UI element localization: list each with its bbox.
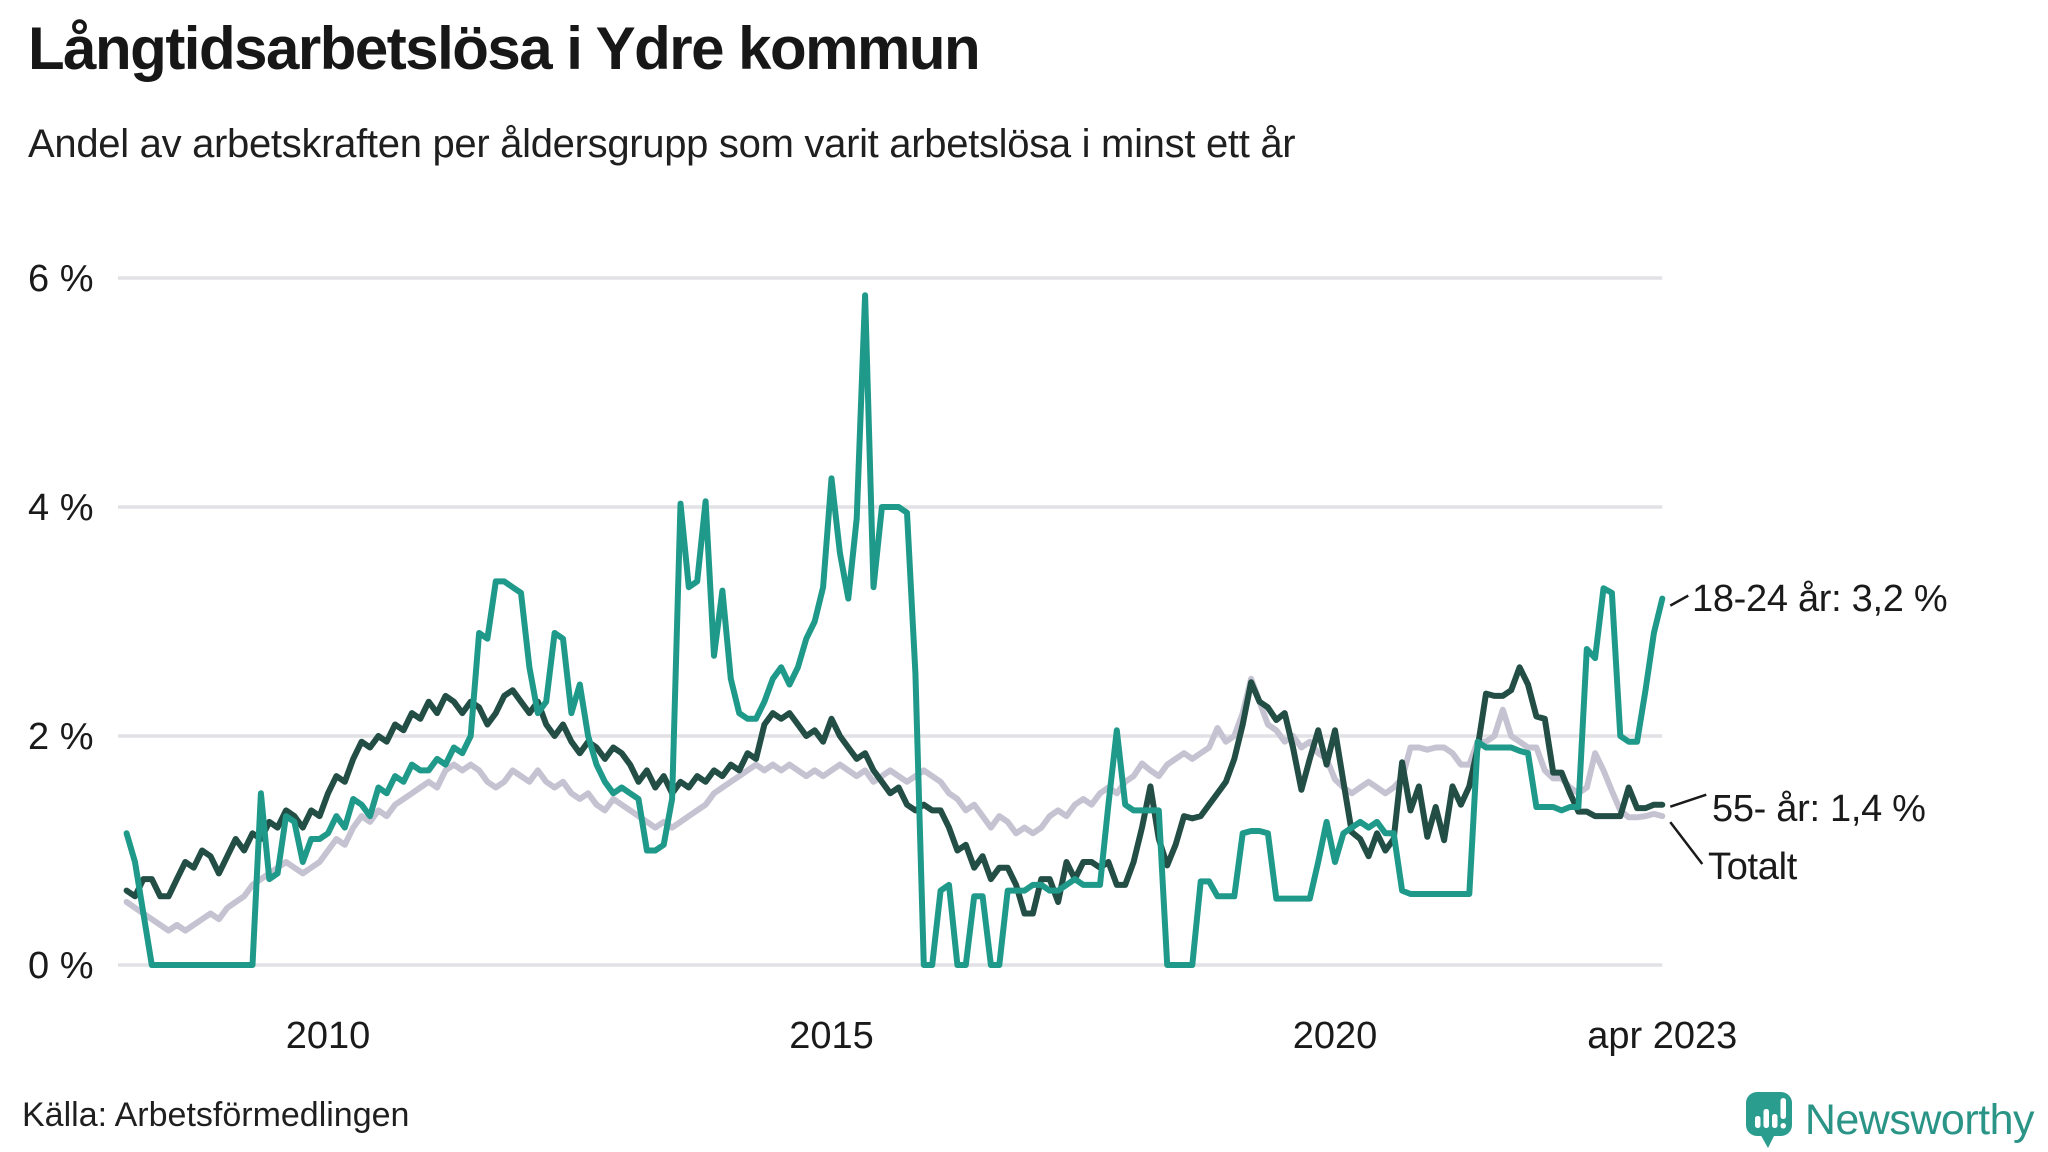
- series-label-totalt: Totalt: [1708, 846, 1798, 888]
- x-axis-tick-label: 2020: [1293, 1015, 1378, 1057]
- newsworthy-icon: [1745, 1090, 1795, 1150]
- y-axis-tick-label: 2 %: [28, 716, 93, 758]
- newsworthy-logo[interactable]: Newsworthy: [1745, 1090, 2035, 1150]
- series-label-18-24: 18-24 år: 3,2 %: [1692, 578, 1948, 620]
- series-label-55: 55- år: 1,4 %: [1712, 788, 1926, 830]
- x-axis-tick-label: 2015: [789, 1015, 874, 1057]
- page-title: Långtidsarbetslösa i Ydre kommun: [28, 15, 981, 82]
- y-axis-tick-label: 0 %: [28, 945, 93, 987]
- x-axis-tick-label: apr 2023: [1587, 1015, 1737, 1057]
- chart-subtitle: Andel av arbetskraften per åldersgrupp s…: [28, 122, 1296, 166]
- y-axis-tick-label: 4 %: [28, 487, 93, 529]
- label-connector: [1669, 594, 1689, 607]
- x-axis-tick-label: 2010: [286, 1015, 371, 1057]
- series-line-young: [123, 292, 1666, 968]
- source-credit: Källa: Arbetsförmedlingen: [22, 1096, 410, 1134]
- series-line-total: [123, 675, 1666, 934]
- label-connector: [1669, 821, 1704, 865]
- label-connector: [1669, 793, 1707, 808]
- newsworthy-wordmark: Newsworthy: [1804, 1095, 2035, 1144]
- series-line-old: [123, 664, 1666, 917]
- y-axis-tick-label: 6 %: [28, 258, 93, 300]
